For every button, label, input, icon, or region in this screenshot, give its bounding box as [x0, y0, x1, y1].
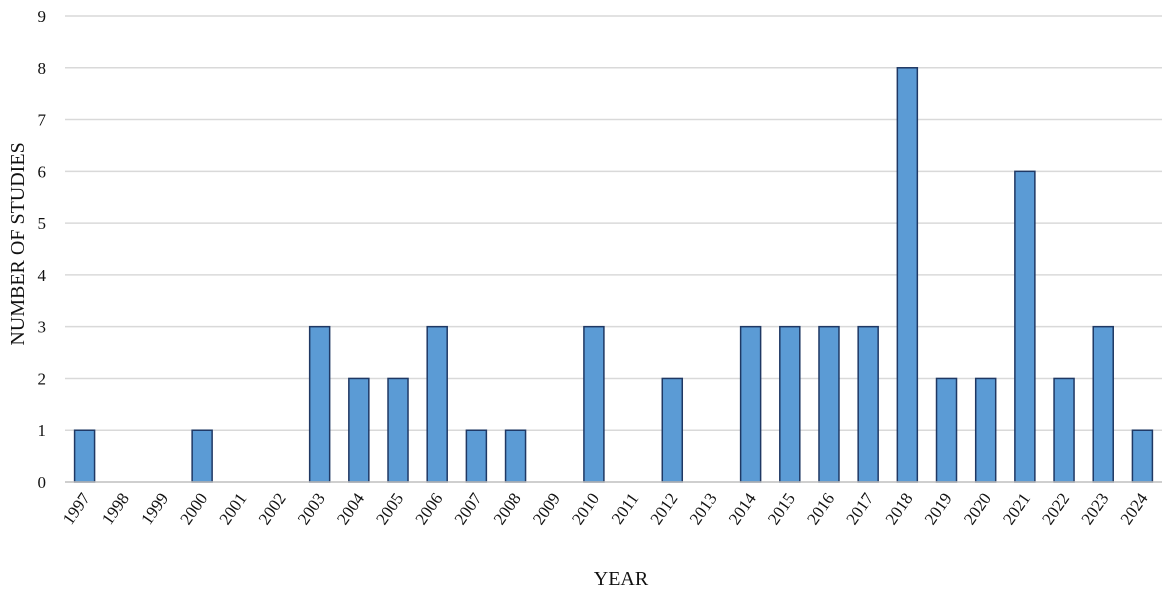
bars	[73, 67, 1154, 483]
bar-2003	[308, 325, 331, 483]
y-tick-label: 9	[38, 7, 47, 26]
x-tick-label: 2009	[529, 489, 564, 528]
x-tick-label: 2012	[646, 489, 681, 528]
bar-2007	[465, 429, 488, 483]
y-tick-label: 6	[38, 162, 47, 181]
x-tick-label: 2023	[1077, 489, 1112, 528]
bar-2016	[818, 325, 840, 483]
x-tick-labels: 1997 1998 1999 2000 2001 2002 2003 2004 2005 2006…	[59, 489, 1152, 528]
x-tick-label: 2019	[921, 489, 956, 528]
bar-2014	[739, 325, 762, 483]
x-tick-label: 2017	[842, 489, 877, 528]
bar-2020	[974, 377, 997, 483]
bar-2005	[387, 377, 409, 483]
y-tick-label: 4	[38, 266, 47, 285]
x-tick-label: 2010	[568, 489, 603, 528]
x-tick-label: 2016	[803, 489, 838, 528]
x-tick-label: 2004	[333, 489, 368, 528]
bar-2010	[583, 325, 605, 483]
y-tick-label: 0	[38, 473, 47, 492]
bar-2019	[935, 377, 958, 483]
y-tick-label: 5	[38, 214, 47, 233]
y-tick-label: 8	[38, 59, 47, 78]
x-tick-label: 2000	[176, 489, 211, 528]
bar-2008	[504, 429, 527, 483]
x-tick-label: 2006	[411, 489, 446, 528]
x-tick-label: 2008	[490, 489, 525, 528]
bar-2015	[779, 325, 801, 483]
x-tick-label: 2022	[1038, 489, 1073, 528]
bar-2012	[661, 377, 684, 483]
bar-2006	[426, 325, 448, 483]
x-axis-title: YEAR	[594, 568, 649, 590]
y-axis-title: NUMBER OF STUDIES	[7, 142, 29, 345]
x-tick-label: 2018	[882, 489, 917, 528]
x-tick-label: 2020	[960, 489, 995, 528]
x-tick-label: 2002	[255, 489, 290, 528]
bar-2004	[348, 377, 370, 483]
x-tick-label: 2005	[372, 489, 407, 528]
bar-2022	[1053, 377, 1075, 483]
x-tick-label: 2021	[999, 489, 1034, 528]
x-tick-label: 1999	[137, 489, 172, 528]
x-tick-label: 2011	[608, 489, 643, 527]
x-tick-label: 2003	[294, 489, 329, 528]
x-tick-label: 2015	[764, 489, 799, 528]
bar-2023	[1092, 325, 1114, 483]
y-tick-label: 3	[38, 318, 47, 337]
bar-2024	[1131, 429, 1154, 483]
x-tick-label: 2007	[451, 489, 486, 528]
bar-2018	[896, 67, 919, 483]
y-tick-labels: 0 1 2 3 4 5 6 7 8 9	[38, 7, 47, 492]
y-tick-label: 2	[38, 369, 47, 388]
bar-2017	[857, 325, 879, 483]
y-tick-label: 1	[38, 421, 47, 440]
x-tick-label: 2001	[216, 489, 251, 528]
x-tick-label: 2014	[725, 489, 760, 528]
x-tick-label: 1998	[98, 489, 133, 528]
bar-2021	[1014, 170, 1036, 483]
bar-2000	[191, 429, 213, 483]
gridlines	[65, 15, 1162, 431]
y-tick-label: 7	[38, 111, 47, 130]
bar-1997	[73, 429, 96, 483]
x-tick-label: 1997	[59, 489, 94, 528]
x-tick-label: 2024	[1117, 489, 1152, 528]
x-tick-label: 2013	[686, 489, 721, 528]
